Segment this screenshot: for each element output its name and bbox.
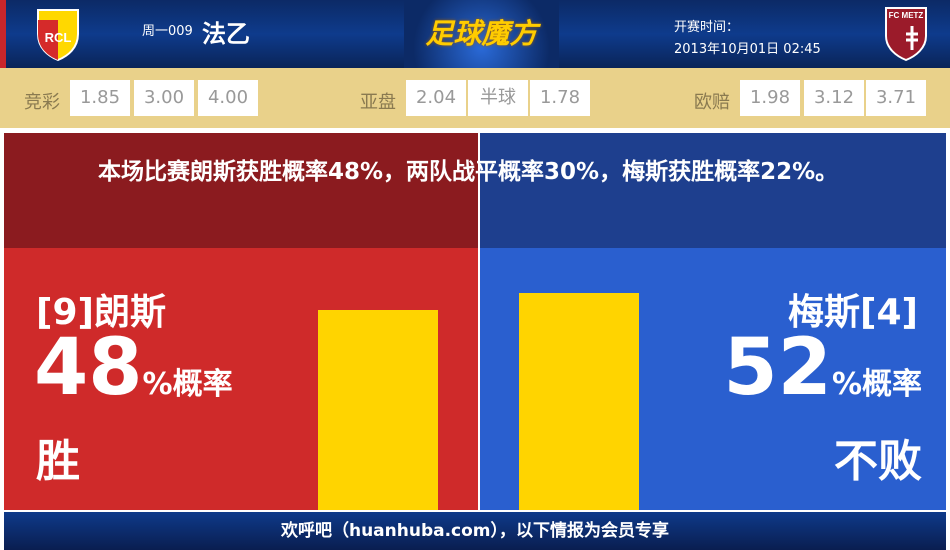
jingcai-odd: 4.00 bbox=[198, 80, 258, 116]
league-name: 法乙 bbox=[202, 20, 250, 48]
away-probability-bar bbox=[519, 293, 639, 510]
jingcai-odd: 3.00 bbox=[134, 80, 194, 116]
home-result: 胜 bbox=[36, 436, 80, 487]
prediction-summary: 本场比赛朗斯获胜概率48%，两队战平概率30%，梅斯获胜概率22%。 bbox=[98, 159, 839, 185]
jingcai-odd: 1.85 bbox=[70, 80, 130, 116]
away-team-name: 梅斯[4] bbox=[788, 292, 918, 333]
home-percent: 48%概率 bbox=[34, 323, 233, 413]
home-team-name: [9]朗斯 bbox=[36, 292, 166, 333]
euro-label: 欧赔 bbox=[694, 92, 730, 113]
match-round: 周一009 bbox=[142, 24, 193, 39]
brand-logo: 足球魔方 bbox=[404, 0, 559, 68]
away-percent: 52%概率 bbox=[723, 323, 922, 413]
jingcai-label: 竞彩 bbox=[24, 92, 60, 113]
euro-odd: 3.71 bbox=[866, 80, 926, 116]
kickoff-time: 2013年10月01日 02:45 bbox=[674, 42, 821, 57]
summary-strip-away bbox=[480, 133, 946, 248]
home-probability-bar bbox=[318, 309, 438, 510]
asian-label: 亚盘 bbox=[360, 92, 396, 113]
member-footer: 欢呼吧（huanhuba.com），以下情报为会员专享 bbox=[4, 512, 946, 550]
euro-odd: 3.12 bbox=[804, 80, 864, 116]
fc-metz-logo-text: FC METZ bbox=[889, 11, 924, 20]
asian-odd: 2.04 bbox=[406, 80, 466, 116]
euro-odd: 1.98 bbox=[740, 80, 800, 116]
away-percent-unit: %概率 bbox=[831, 367, 922, 402]
asian-odd: 1.78 bbox=[530, 80, 590, 116]
kickoff-label: 开赛时间： bbox=[674, 20, 740, 35]
away-percent-value: 52 bbox=[723, 323, 832, 413]
home-percent-value: 48 bbox=[34, 323, 143, 413]
summary-strip-home bbox=[4, 133, 478, 248]
fc-metz-logo: FC METZ bbox=[885, 7, 927, 62]
home-percent-unit: %概率 bbox=[142, 367, 233, 402]
rc-lens-logo: RCL bbox=[37, 9, 79, 62]
match-header: RCL 周一009 法乙 足球魔方 开赛时间： 2013年10月01日 02:4… bbox=[0, 0, 950, 68]
prediction-panel: 本场比赛朗斯获胜概率48%，两队战平概率30%，梅斯获胜概率22%。 [9]朗斯… bbox=[4, 133, 946, 510]
asian-handicap: 半球 bbox=[468, 80, 528, 116]
odds-bar: 竞彩 1.85 3.00 4.00 亚盘 2.04 半球 1.78 欧赔 1.9… bbox=[0, 68, 950, 128]
away-result: 不败 bbox=[834, 436, 922, 487]
rc-lens-logo-text: RCL bbox=[45, 30, 72, 45]
